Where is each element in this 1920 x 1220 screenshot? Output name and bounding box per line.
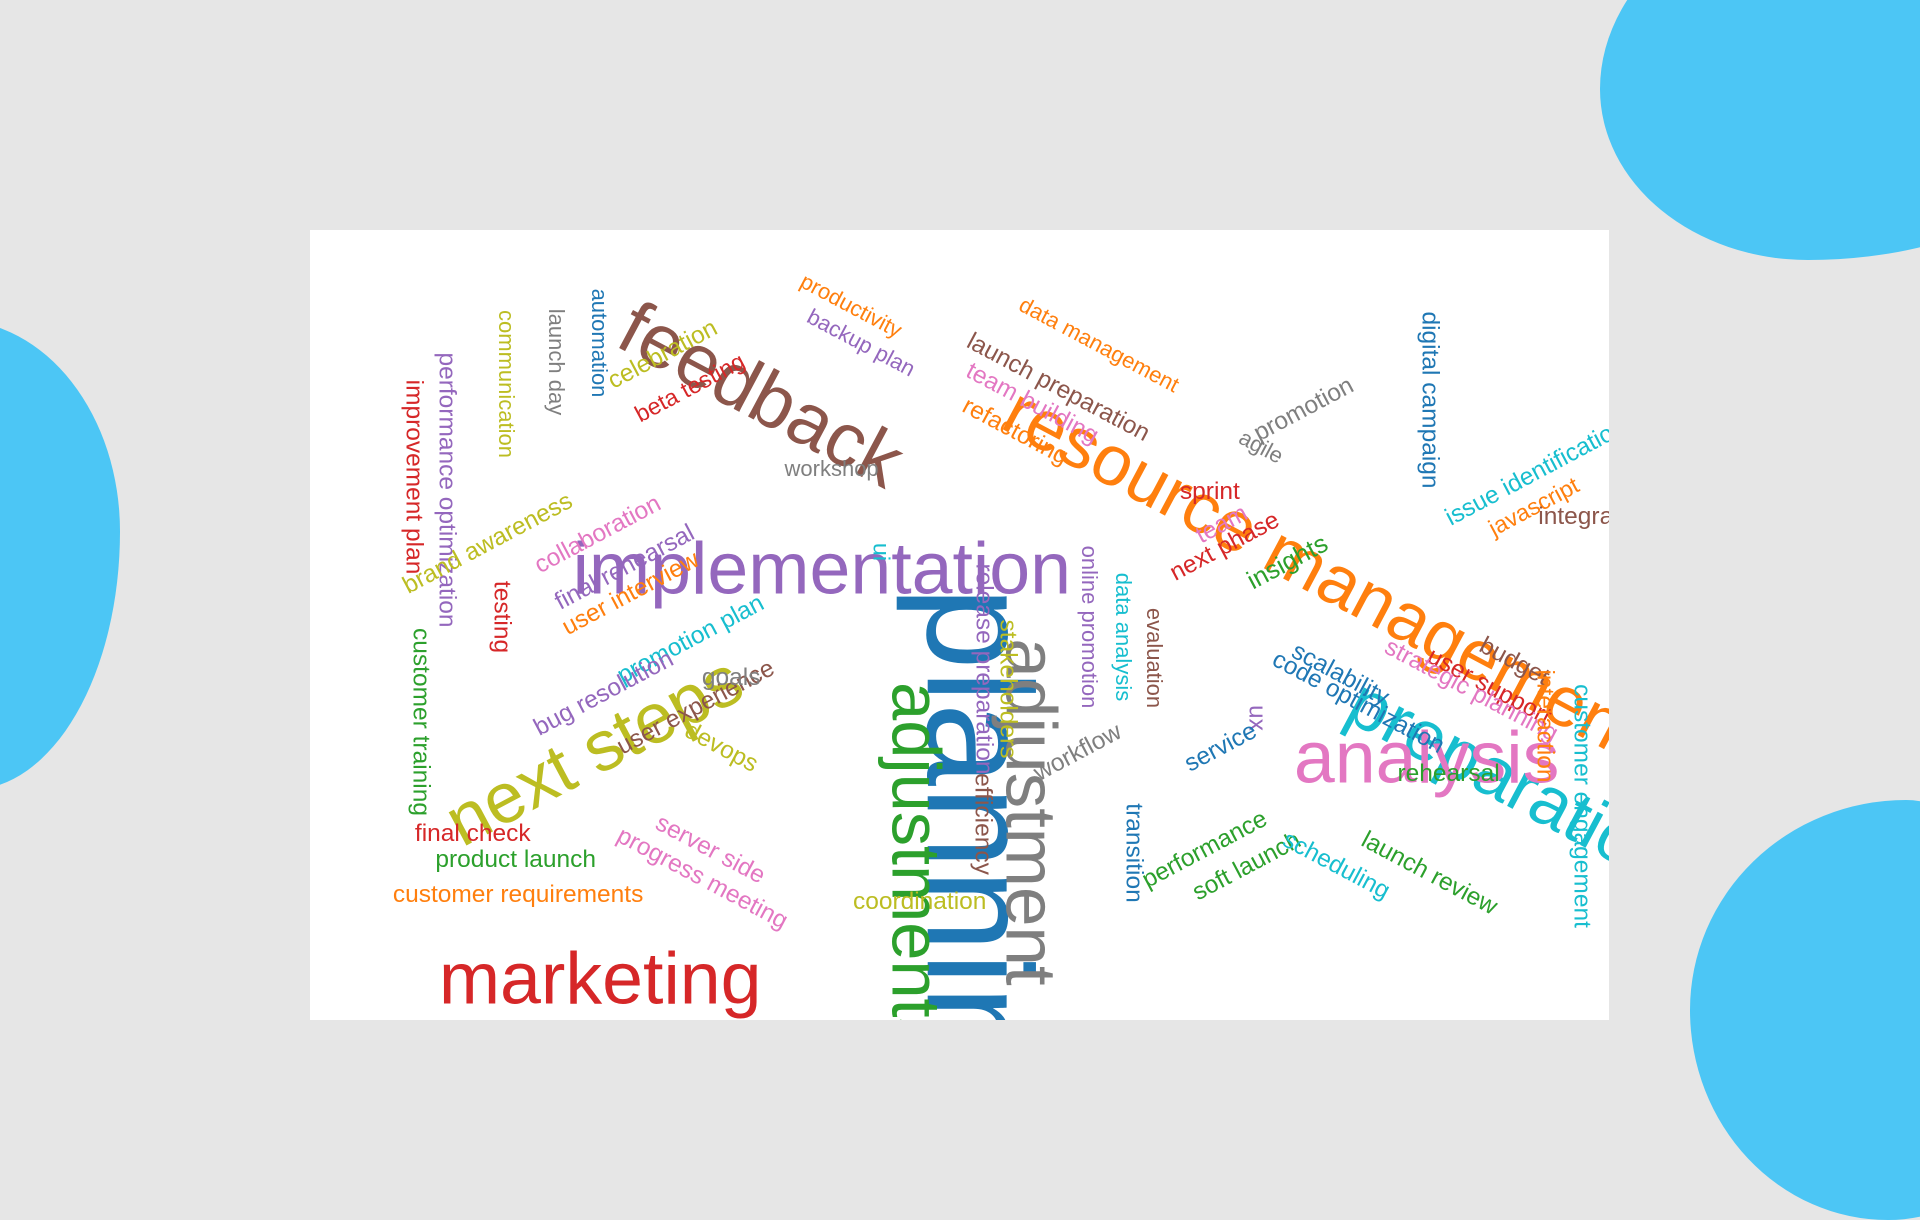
cloud-word: sprint	[1179, 477, 1240, 505]
cloud-word: final check	[414, 819, 531, 847]
cloud-word: rehearsal	[1397, 759, 1500, 787]
cloud-word: customer requirements	[392, 880, 644, 908]
cloud-word: adjustments	[877, 681, 955, 1020]
cloud-word: product launch	[435, 845, 597, 873]
decorative-blob-bottom-right	[1690, 800, 1920, 1220]
cloud-word: interaction	[1531, 669, 1559, 783]
cloud-word: customer training	[407, 628, 435, 817]
cloud-word: implementation	[572, 526, 1072, 610]
cloud-word: evaluation	[1141, 607, 1167, 708]
cloud-word: release preparation	[970, 562, 998, 775]
cloud-word: communication	[493, 310, 519, 459]
cloud-word: goals	[701, 664, 761, 692]
decorative-blob-left	[0, 320, 120, 790]
cloud-word: marketing	[438, 936, 762, 1020]
cloud-word: testing	[488, 580, 516, 654]
cloud-word: performance optimization	[433, 352, 461, 628]
cloud-word: automation	[586, 288, 612, 398]
cloud-word: workshop	[784, 455, 879, 481]
cloud-word: service	[1179, 717, 1262, 778]
cloud-word: digital campaign	[1416, 311, 1444, 489]
cloud-word: launch day	[544, 309, 570, 416]
cloud-word: efficiency	[969, 773, 997, 875]
cloud-word: stakeholders	[993, 619, 1021, 759]
cloud-word: customer engagement	[1568, 683, 1596, 928]
cloud-word: analysis	[1293, 714, 1560, 798]
cloud-word: online promotion	[1076, 545, 1102, 709]
cloud-word: improvement plan	[400, 380, 428, 575]
cloud-word: integration	[1538, 502, 1609, 530]
cloud-word: data analysis	[1110, 572, 1136, 701]
decorative-blob-top-right	[1600, 0, 1920, 260]
cloud-word: ui	[868, 543, 895, 562]
cloud-word: coordination	[852, 888, 987, 916]
word-cloud-panel: planning implementation resource managemen…	[310, 230, 1609, 1020]
cloud-word: transition	[1119, 803, 1147, 904]
